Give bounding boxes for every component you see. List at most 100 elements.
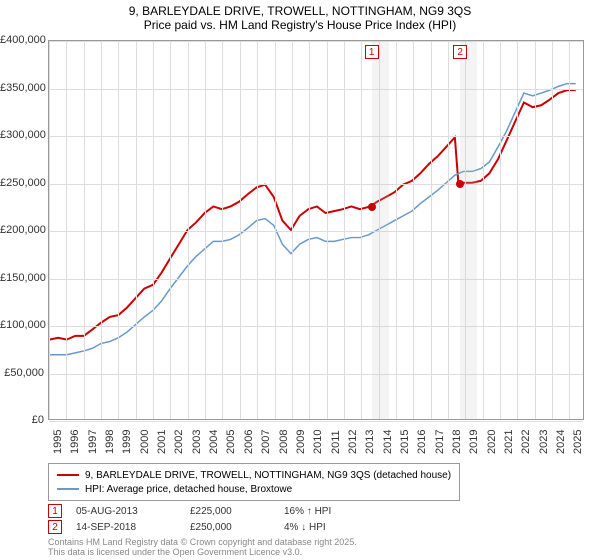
- x-axis-tick-label: 2013: [364, 430, 376, 454]
- y-axis-tick-label: £150,000: [0, 272, 44, 284]
- x-axis-tick-label: 2009: [295, 430, 307, 454]
- x-axis-tick-label: 1997: [87, 430, 99, 454]
- y-axis-tick-label: £50,000: [0, 367, 44, 379]
- datapoint-delta: 16% ↑ HPI: [284, 506, 374, 517]
- gridline-vertical: [188, 41, 189, 419]
- gridline-vertical: [101, 41, 102, 419]
- y-axis-tick-label: £300,000: [0, 129, 44, 141]
- attribution-text: Contains HM Land Registry data © Crown c…: [48, 538, 357, 558]
- legend-swatch: [57, 474, 79, 476]
- series-line-property_price: [49, 90, 575, 339]
- gridline-vertical: [517, 41, 518, 419]
- gridline-vertical: [49, 41, 50, 419]
- legend-label: HPI: Average price, detached house, Brox…: [85, 484, 292, 495]
- legend-box: 9, BARLEYDALE DRIVE, TROWELL, NOTTINGHAM…: [48, 463, 460, 501]
- x-axis-tick-label: 2024: [555, 430, 567, 454]
- gridline-vertical: [500, 41, 501, 419]
- legend-label: 9, BARLEYDALE DRIVE, TROWELL, NOTTINGHAM…: [85, 470, 451, 481]
- gridline-horizontal: [49, 231, 583, 232]
- x-axis-tick-label: 1995: [52, 430, 64, 454]
- gridline-vertical: [569, 41, 570, 419]
- datapoint-date: 14-SEP-2018: [76, 522, 176, 533]
- marker-dot: [456, 180, 464, 188]
- x-axis-tick-label: 2006: [243, 430, 255, 454]
- x-axis-tick-label: 2025: [572, 430, 584, 454]
- x-axis-tick-label: 1998: [104, 430, 116, 454]
- x-axis-tick-label: 2019: [468, 430, 480, 454]
- gridline-vertical: [222, 41, 223, 419]
- gridline-vertical: [327, 41, 328, 419]
- x-axis-tick-label: 2014: [382, 430, 394, 454]
- marker-number-label: 2: [453, 45, 467, 59]
- x-axis-tick-label: 2022: [520, 430, 532, 454]
- marker-number-label: 1: [365, 45, 379, 59]
- gridline-vertical: [292, 41, 293, 419]
- x-axis-tick-label: 2001: [156, 430, 168, 454]
- chart-title-line2: Price paid vs. HM Land Registry's House …: [0, 18, 600, 32]
- x-axis-tick-label: 2000: [139, 430, 151, 454]
- datapoint-row: 2 14-SEP-2018 £250,000 4% ↓ HPI: [48, 519, 374, 535]
- gridline-vertical: [84, 41, 85, 419]
- x-axis-tick-label: 2018: [451, 430, 463, 454]
- legend-swatch: [57, 488, 79, 490]
- datapoint-delta: 4% ↓ HPI: [284, 522, 374, 533]
- gridline-vertical: [396, 41, 397, 419]
- datapoint-marker-num: 1: [48, 504, 62, 518]
- y-axis-tick-label: £350,000: [0, 82, 44, 94]
- x-axis-tick-label: 2012: [347, 430, 359, 454]
- x-axis-tick-label: 2008: [278, 430, 290, 454]
- gridline-vertical: [448, 41, 449, 419]
- gridline-vertical: [153, 41, 154, 419]
- series-line-hpi: [49, 84, 575, 355]
- x-axis-tick-label: 2017: [434, 430, 446, 454]
- gridline-horizontal: [49, 89, 583, 90]
- chart-title-line1: 9, BARLEYDALE DRIVE, TROWELL, NOTTINGHAM…: [0, 4, 600, 18]
- legend-item: 9, BARLEYDALE DRIVE, TROWELL, NOTTINGHAM…: [57, 468, 451, 482]
- y-axis-tick-label: £100,000: [0, 319, 44, 331]
- x-axis-tick-label: 1999: [121, 430, 133, 454]
- gridline-vertical: [170, 41, 171, 419]
- x-axis-tick-label: 1996: [69, 430, 81, 454]
- gridline-vertical: [413, 41, 414, 419]
- gridline-vertical: [66, 41, 67, 419]
- legend-item: HPI: Average price, detached house, Brox…: [57, 482, 451, 496]
- x-axis-tick-label: 2010: [312, 430, 324, 454]
- datapoint-price: £250,000: [190, 522, 270, 533]
- gridline-vertical: [275, 41, 276, 419]
- x-axis-tick-label: 2020: [486, 430, 498, 454]
- gridline-horizontal: [49, 374, 583, 375]
- y-axis-tick-label: £200,000: [0, 224, 44, 236]
- attribution-line2: This data is licensed under the Open Gov…: [48, 548, 357, 558]
- gridline-vertical: [431, 41, 432, 419]
- x-axis-tick-label: 2016: [416, 430, 428, 454]
- chart-svg: [49, 41, 583, 419]
- chart-title-block: 9, BARLEYDALE DRIVE, TROWELL, NOTTINGHAM…: [0, 0, 600, 34]
- gridline-vertical: [361, 41, 362, 419]
- chart-plot-area: 12: [48, 40, 584, 420]
- gridline-vertical: [552, 41, 553, 419]
- datapoints-table: 1 05-AUG-2013 £225,000 16% ↑ HPI 2 14-SE…: [48, 503, 374, 535]
- x-axis-tick-label: 2021: [503, 430, 515, 454]
- x-axis-tick-label: 2002: [173, 430, 185, 454]
- gridline-horizontal: [49, 326, 583, 327]
- gridline-vertical: [257, 41, 258, 419]
- x-axis-tick-label: 2003: [191, 430, 203, 454]
- gridline-vertical: [535, 41, 536, 419]
- gridline-vertical: [483, 41, 484, 419]
- y-axis-tick-label: £400,000: [0, 34, 44, 46]
- datapoint-marker-num: 2: [48, 520, 62, 534]
- datapoint-price: £225,000: [190, 506, 270, 517]
- gridline-vertical: [309, 41, 310, 419]
- marker-band: [372, 41, 389, 419]
- marker-band: [460, 41, 477, 419]
- x-axis-tick-label: 2015: [399, 430, 411, 454]
- datapoint-date: 05-AUG-2013: [76, 506, 176, 517]
- gridline-vertical: [205, 41, 206, 419]
- gridline-vertical: [136, 41, 137, 419]
- y-axis-tick-label: £0: [0, 414, 44, 426]
- x-axis-tick-label: 2007: [260, 430, 272, 454]
- gridline-vertical: [118, 41, 119, 419]
- y-axis-tick-label: £250,000: [0, 177, 44, 189]
- gridline-horizontal: [49, 41, 583, 42]
- x-axis-tick-label: 2005: [225, 430, 237, 454]
